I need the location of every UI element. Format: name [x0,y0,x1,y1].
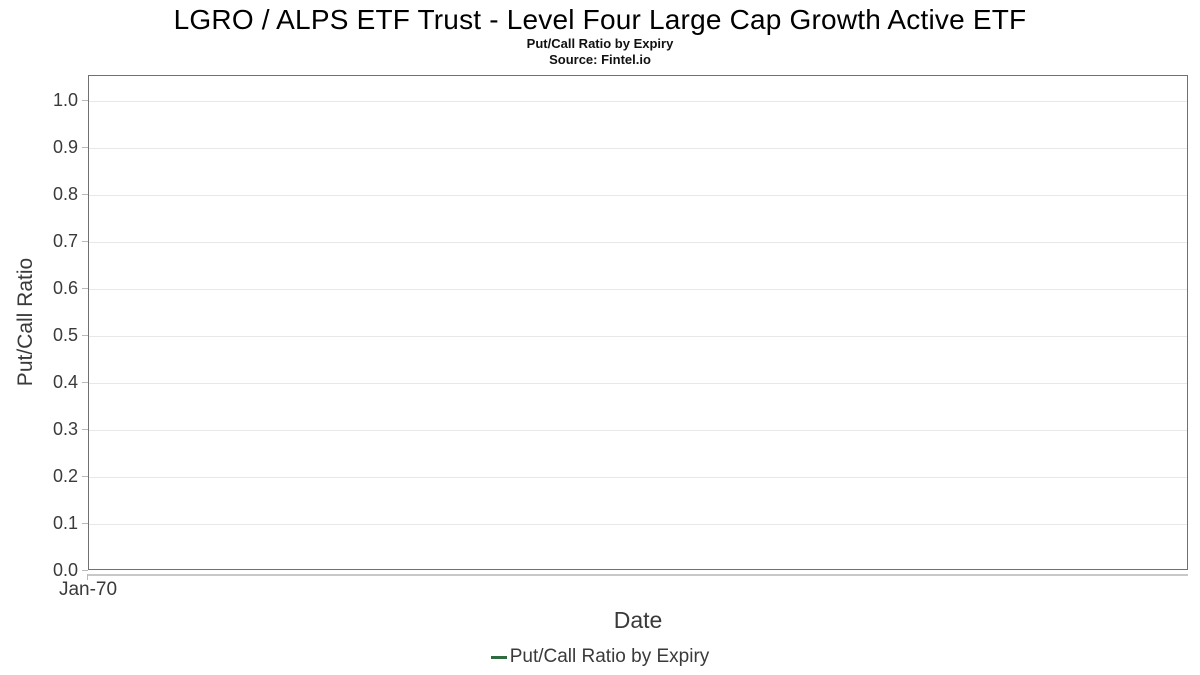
y-tick-mark [82,335,88,336]
x-axis-title: Date [613,607,663,633]
y-tick-label: 0.5 [52,325,78,345]
y-tick-mark [82,476,88,477]
y-tick-label: 0.3 [52,419,78,439]
gridline [89,289,1187,290]
y-tick-mark [82,382,88,383]
y-tick-label: 0.6 [52,278,78,298]
legend-label: Put/Call Ratio by Expiry [509,646,710,667]
y-tick-mark [82,570,88,571]
x-tick-mark [87,574,88,580]
x-tick-label: Jan-70 [58,579,118,600]
gridline [89,195,1187,196]
y-tick-mark [82,194,88,195]
gridline [89,101,1187,102]
gridline [89,430,1187,431]
plot-area [88,75,1188,570]
y-tick-label: 0.9 [52,137,78,157]
y-tick-label: 0.0 [52,560,78,580]
y-tick-mark [82,147,88,148]
y-tick-mark [82,241,88,242]
y-tick-label: 0.1 [52,513,78,533]
y-axis-title: Put/Call Ratio [14,257,37,387]
y-tick-label: 0.7 [52,231,78,251]
chart-source: Source: Fintel.io [549,52,651,67]
gridline [89,477,1187,478]
y-tick-label: 1.0 [52,90,78,110]
legend: Put/Call Ratio by Expiry [0,646,1200,668]
legend-line-swatch [490,655,507,659]
gridline [89,336,1187,337]
y-tick-label: 0.4 [52,372,78,392]
gridline [89,383,1187,384]
y-tick-label: 0.8 [52,184,78,204]
y-tick-mark [82,523,88,524]
y-tick-mark [82,429,88,430]
y-tick-mark [82,288,88,289]
y-tick-label: 0.2 [52,466,78,486]
gridline [89,524,1187,525]
y-tick-mark [82,100,88,101]
chart-subtitle: Put/Call Ratio by Expiry [526,36,674,51]
gridline [89,148,1187,149]
chart-title: LGRO / ALPS ETF Trust - Level Four Large… [173,4,1027,35]
gridline [89,242,1187,243]
x-axis-line [88,574,1188,576]
